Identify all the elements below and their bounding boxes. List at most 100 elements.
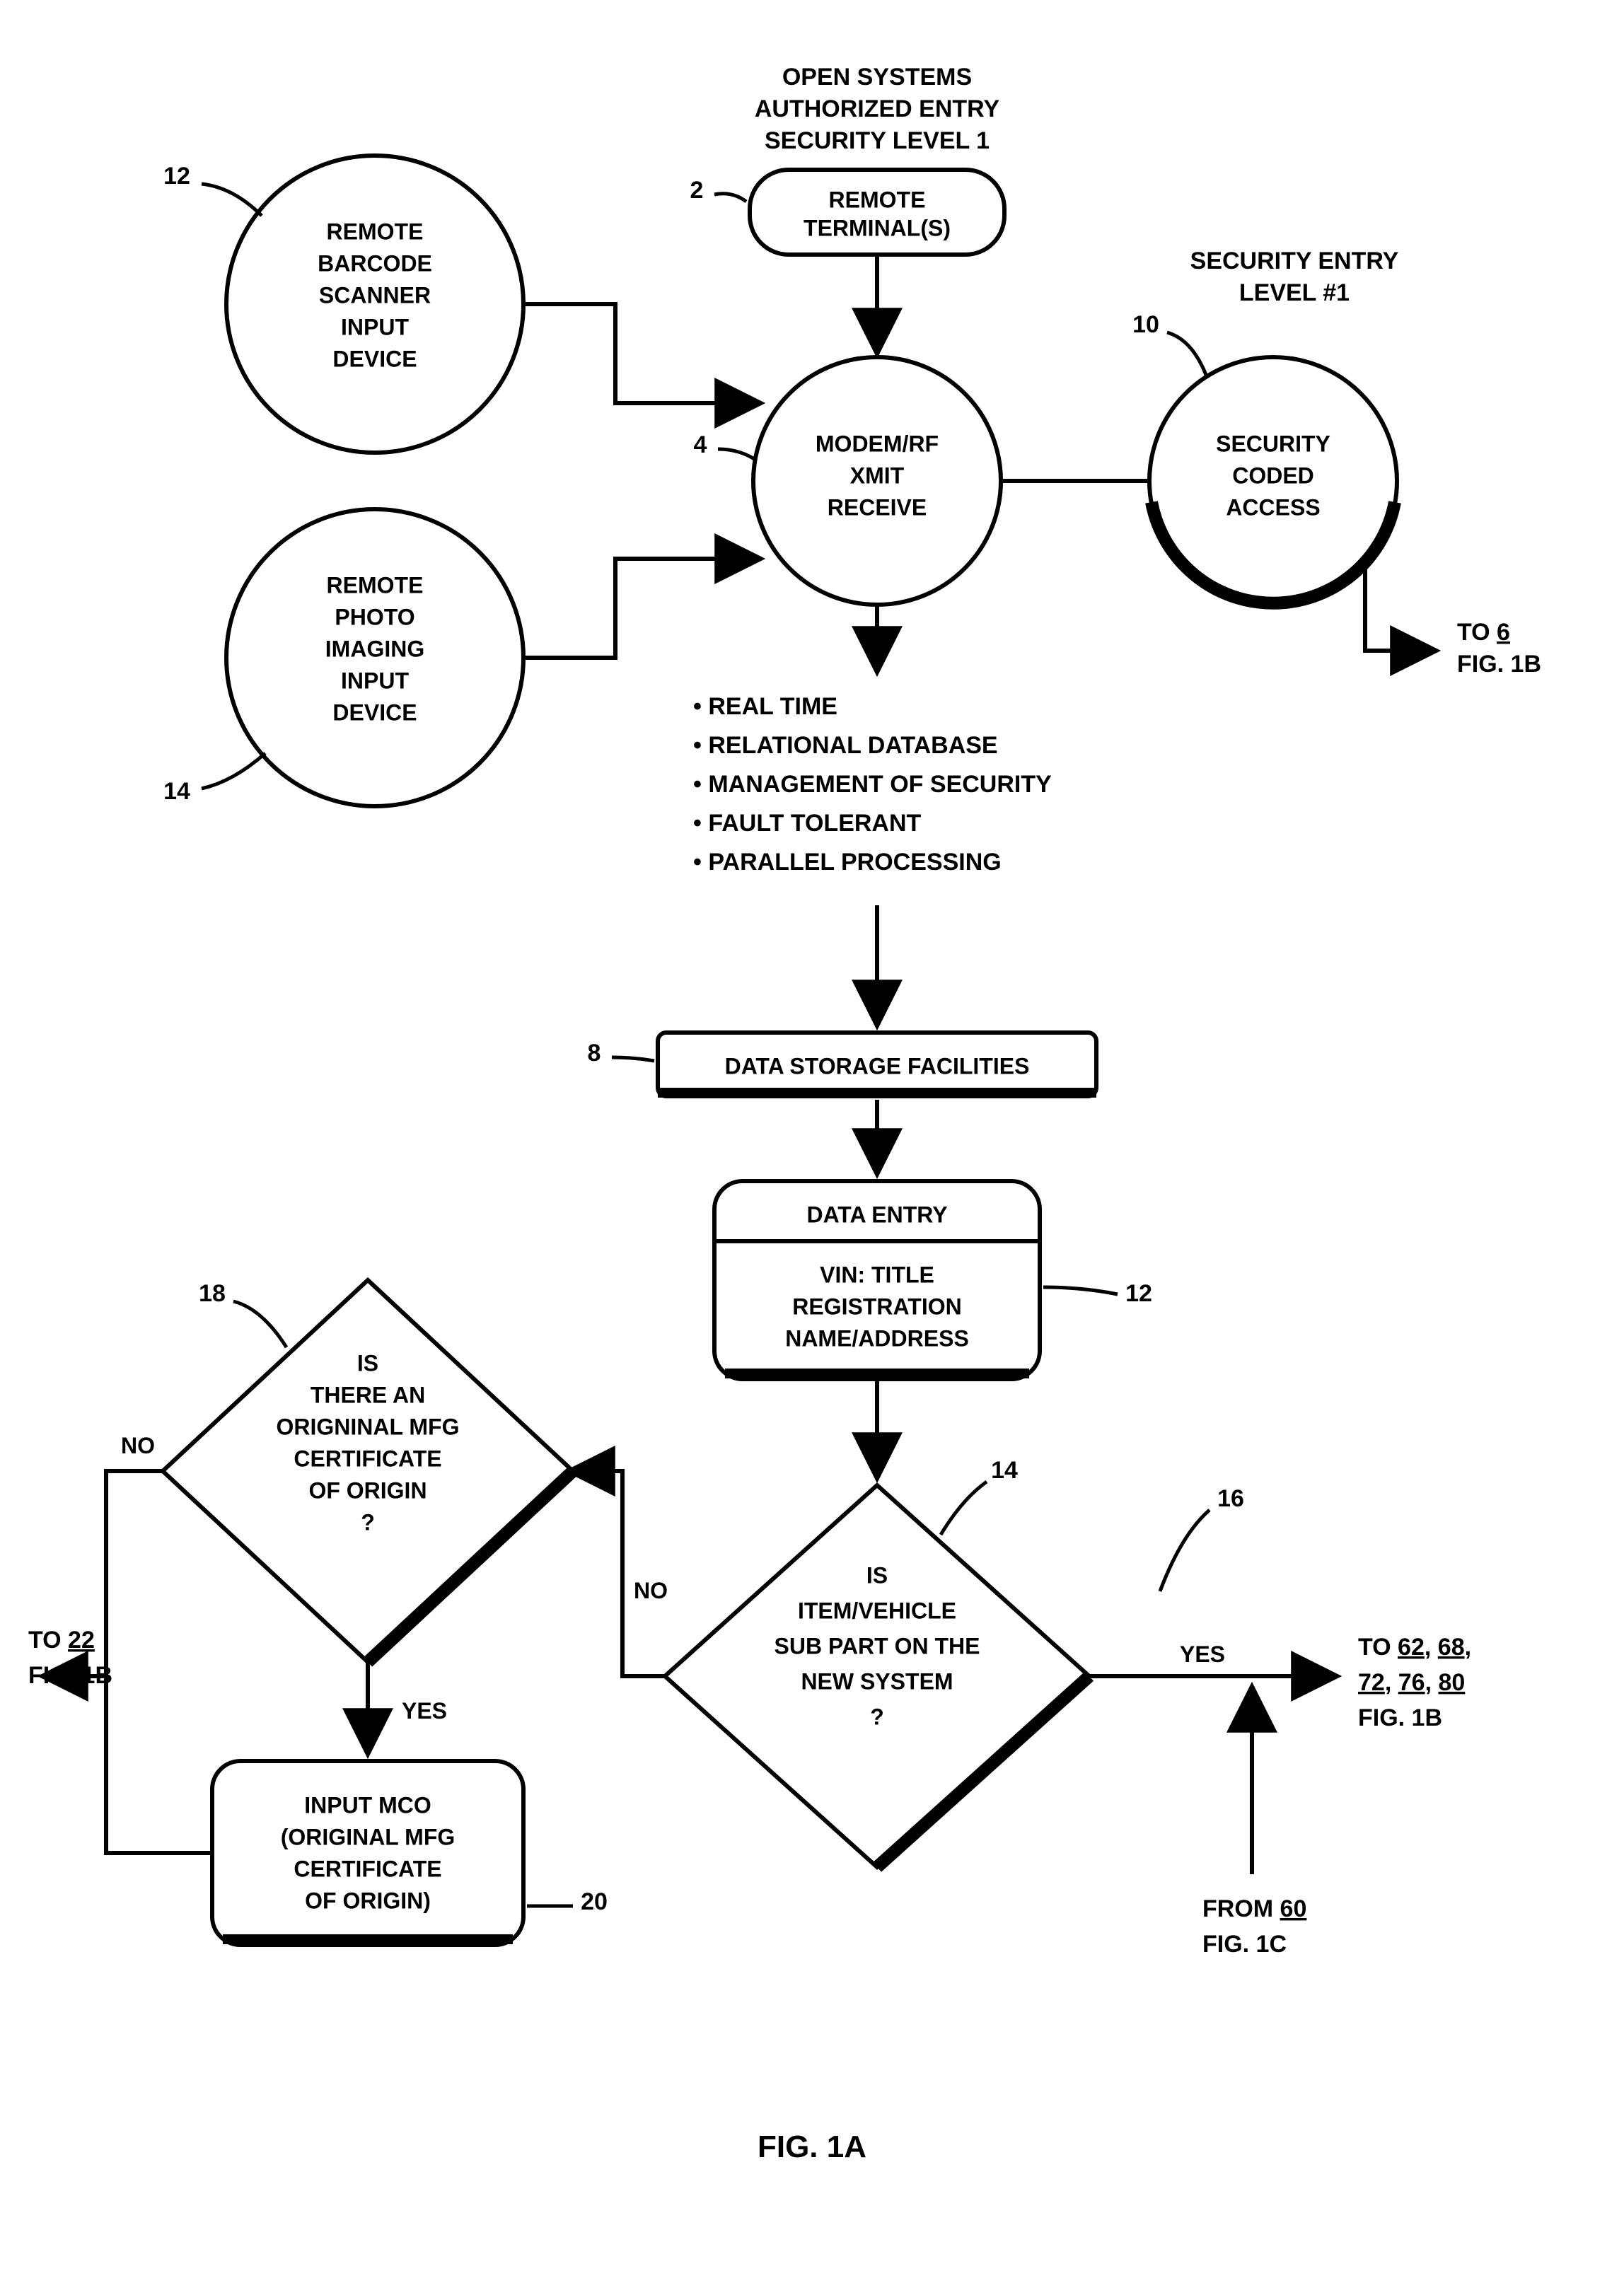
header-open-systems: OPEN SYSTEMS AUTHORIZED ENTRY SECURITY L… [755, 64, 1000, 154]
svg-text:YES: YES [402, 1698, 447, 1724]
svg-text:MODEM/RF: MODEM/RF [816, 431, 939, 456]
svg-text:FIG. 1B: FIG. 1B [28, 1662, 112, 1689]
node-security-access: SECURITY CODED ACCESS [1149, 357, 1397, 605]
svg-text:NAME/ADDRESS: NAME/ADDRESS [785, 1325, 969, 1351]
offpage-to22: TO 22 FIG. 1B [28, 1627, 112, 1689]
svg-text:• RELATIONAL DATABASE: • RELATIONAL DATABASE [693, 732, 998, 759]
svg-text:DATA ENTRY: DATA ENTRY [806, 1202, 947, 1227]
svg-text:ITEM/VEHICLE: ITEM/VEHICLE [798, 1598, 956, 1623]
leader-10: 10 [1132, 311, 1206, 375]
svg-text:OF ORIGIN: OF ORIGIN [308, 1477, 427, 1503]
svg-text:ORIGNINAL MFG: ORIGNINAL MFG [277, 1414, 460, 1439]
svg-text:• REAL TIME: • REAL TIME [693, 693, 837, 720]
svg-text:• PARALLEL PROCESSING: • PARALLEL PROCESSING [693, 849, 1002, 876]
svg-text:INPUT MCO: INPUT MCO [304, 1792, 431, 1818]
svg-text:INPUT: INPUT [341, 668, 409, 693]
svg-text:20: 20 [581, 1888, 608, 1915]
svg-text:ACCESS: ACCESS [1226, 494, 1320, 520]
svg-text:12: 12 [1125, 1280, 1152, 1307]
svg-text:DATA STORAGE FACILITIES: DATA STORAGE FACILITIES [725, 1053, 1030, 1079]
svg-text:TO 62, 68,: TO 62, 68, [1358, 1634, 1471, 1661]
svg-text:IMAGING: IMAGING [325, 636, 424, 661]
svg-text:TO 6: TO 6 [1457, 619, 1510, 646]
offpage-to6: TO 6 FIG. 1B [1457, 619, 1541, 678]
node-remote-terminals: REMOTE TERMINAL(S) [750, 170, 1004, 255]
svg-text:REMOTE: REMOTE [829, 187, 926, 212]
svg-text:SCANNER: SCANNER [319, 282, 431, 308]
svg-text:72, 76, 80: 72, 76, 80 [1358, 1669, 1465, 1696]
svg-text:VIN: TITLE: VIN: TITLE [820, 1262, 934, 1287]
svg-text:DEVICE: DEVICE [332, 699, 417, 725]
svg-text:10: 10 [1132, 311, 1159, 338]
svg-text:2: 2 [690, 177, 704, 204]
svg-text:FIG. 1B: FIG. 1B [1457, 651, 1541, 678]
svg-text:4: 4 [694, 431, 707, 458]
svg-text:LEVEL #1: LEVEL #1 [1239, 279, 1350, 306]
node-barcode-scanner: REMOTE BARCODE SCANNER INPUT DEVICE [226, 156, 523, 453]
leader-16: 16 [1160, 1485, 1244, 1591]
leader-14: 14 [163, 753, 265, 805]
svg-text:REMOTE: REMOTE [327, 572, 424, 598]
svg-text:DEVICE: DEVICE [332, 346, 417, 371]
svg-text:IS: IS [866, 1562, 888, 1588]
edge-n18-no: NO [106, 1433, 163, 1676]
node-data-storage: DATA STORAGE FACILITIES [658, 1033, 1096, 1096]
svg-text:NEW SYSTEM: NEW SYSTEM [801, 1668, 953, 1694]
svg-text:FIG. 1C: FIG. 1C [1202, 1931, 1287, 1958]
svg-text:CODED: CODED [1232, 463, 1314, 488]
svg-text:RECEIVE: RECEIVE [828, 494, 927, 520]
svg-text:TERMINAL(S): TERMINAL(S) [804, 215, 951, 240]
node-input-mco: INPUT MCO (ORIGINAL MFG CERTIFICATE OF O… [212, 1761, 523, 1945]
node-decision-mfg-cert: IS THERE AN ORIGNINAL MFG CERTIFICATE OF… [163, 1280, 573, 1662]
svg-text:8: 8 [588, 1040, 601, 1067]
leader-14b: 14 [941, 1457, 1018, 1535]
svg-text:PHOTO: PHOTO [335, 604, 414, 629]
svg-text:SUB PART ON THE: SUB PART ON THE [775, 1633, 980, 1658]
edge-n14b-yes: YES [1089, 1642, 1337, 1676]
edge-from60: FROM 60 FIG. 1C [1202, 1687, 1306, 1958]
svg-text:?: ? [361, 1509, 375, 1535]
svg-text:14: 14 [991, 1457, 1018, 1484]
leader-12b: 12 [1043, 1280, 1152, 1307]
svg-text:REGISTRATION: REGISTRATION [792, 1294, 961, 1319]
offpage-to62: TO 62, 68, 72, 76, 80 FIG. 1B [1358, 1634, 1471, 1731]
svg-text:• MANAGEMENT OF SECURITY: • MANAGEMENT OF SECURITY [693, 771, 1052, 798]
svg-text:12: 12 [163, 163, 190, 190]
svg-text:INPUT: INPUT [341, 314, 409, 339]
svg-text:OPEN SYSTEMS: OPEN SYSTEMS [782, 64, 972, 91]
svg-text:(ORIGINAL MFG: (ORIGINAL MFG [281, 1824, 456, 1849]
svg-text:SECURITY: SECURITY [1216, 431, 1330, 456]
svg-text:16: 16 [1217, 1485, 1244, 1512]
figure-label: FIG. 1A [758, 2130, 866, 2164]
leader-18: 18 [199, 1280, 286, 1347]
svg-text:18: 18 [199, 1280, 226, 1307]
svg-text:14: 14 [163, 778, 190, 805]
svg-text:NO: NO [121, 1433, 155, 1458]
svg-text:THERE AN: THERE AN [311, 1382, 425, 1407]
node-modem-rf: MODEM/RF XMIT RECEIVE [753, 357, 1001, 605]
svg-text:FROM 60: FROM 60 [1202, 1895, 1306, 1922]
svg-text:NO: NO [634, 1578, 668, 1603]
edge-n14b-no: NO [569, 1471, 668, 1676]
svg-text:BARCODE: BARCODE [318, 250, 432, 276]
bullet-list: • REAL TIME • RELATIONAL DATABASE • MANA… [693, 693, 1052, 876]
edge-n20-left [42, 1676, 212, 1853]
node-decision-item-vehicle: IS ITEM/VEHICLE SUB PART ON THE NEW SYST… [665, 1485, 1089, 1867]
svg-text:YES: YES [1180, 1642, 1225, 1667]
svg-text:SECURITY LEVEL 1: SECURITY LEVEL 1 [765, 127, 990, 154]
svg-text:CERTIFICATE: CERTIFICATE [294, 1856, 441, 1881]
node-data-entry: DATA ENTRY VIN: TITLE REGISTRATION NAME/… [714, 1181, 1040, 1379]
svg-text:CERTIFICATE: CERTIFICATE [294, 1446, 441, 1471]
svg-text:TO 22: TO 22 [28, 1627, 95, 1654]
svg-text:?: ? [870, 1704, 884, 1729]
header-security-entry: SECURITY ENTRY LEVEL #1 [1190, 248, 1399, 306]
svg-text:OF ORIGIN): OF ORIGIN) [305, 1888, 431, 1913]
node-photo-imaging: REMOTE PHOTO IMAGING INPUT DEVICE [226, 509, 523, 806]
leader-12: 12 [163, 163, 262, 216]
svg-text:REMOTE: REMOTE [327, 219, 424, 244]
svg-text:AUTHORIZED ENTRY: AUTHORIZED ENTRY [755, 95, 1000, 122]
svg-text:XMIT: XMIT [850, 463, 905, 488]
leader-8: 8 [588, 1040, 654, 1067]
svg-text:FIG. 1B: FIG. 1B [1358, 1704, 1442, 1731]
svg-text:IS: IS [357, 1350, 378, 1376]
